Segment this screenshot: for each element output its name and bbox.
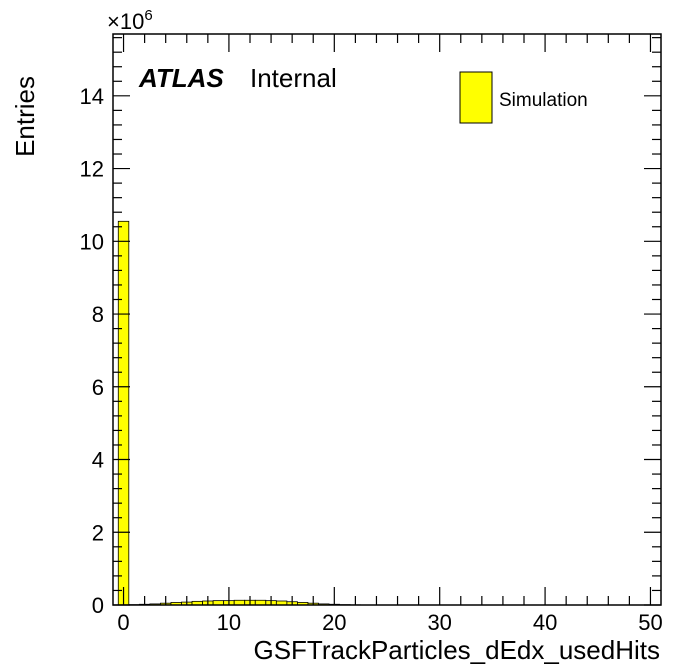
- y-multiplier: ×106: [107, 7, 153, 34]
- y-tick-label: 14: [80, 84, 104, 109]
- y-tick-label: 8: [92, 302, 104, 327]
- y-tick-label: 4: [92, 448, 104, 473]
- tick-labels: 0 10 20 30 40 50 0 2 4 6 8 10 12 14: [80, 84, 663, 635]
- x-tick-label: 20: [322, 610, 346, 635]
- y-tick-label: 12: [80, 157, 104, 182]
- y-tick-label: 6: [92, 375, 104, 400]
- y-tick-label: 2: [92, 520, 104, 545]
- y-tick-label: 0: [92, 593, 104, 618]
- legend-label-simulation: Simulation: [499, 90, 588, 111]
- plot-frame: [112, 33, 662, 606]
- x-tick-label: 40: [533, 610, 557, 635]
- axis-ticks: [113, 34, 661, 606]
- histogram-bars: [117, 220, 362, 606]
- x-tick-label: 10: [217, 610, 241, 635]
- legend-swatch-simulation: [459, 71, 493, 124]
- x-axis-label: GSFTrackParticles_dEdx_usedHits: [253, 635, 660, 665]
- x-tick-label: 0: [117, 610, 129, 635]
- y-tick-label: 10: [80, 229, 104, 254]
- legend: Simulation: [459, 71, 588, 124]
- histogram-bar: [117, 220, 130, 606]
- internal-label: Internal: [250, 63, 337, 93]
- y-axis-label: Entries: [10, 76, 40, 157]
- x-tick-label: 50: [638, 610, 662, 635]
- x-tick-label: 30: [427, 610, 451, 635]
- atlas-label: ATLAS: [138, 63, 224, 93]
